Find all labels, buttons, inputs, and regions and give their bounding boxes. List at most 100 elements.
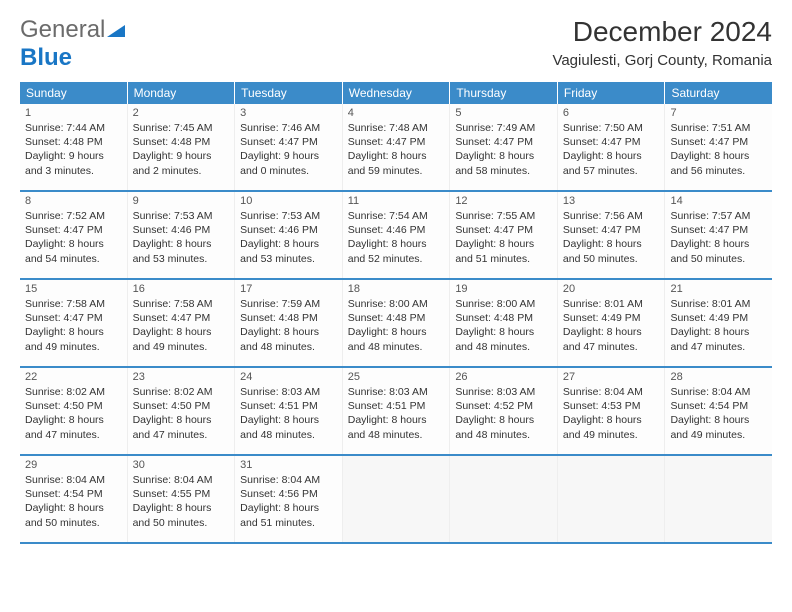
sunset-text: Sunset: 4:47 PM [670, 135, 767, 149]
daylight-text: Daylight: 9 hours [133, 149, 230, 163]
daylight-text: and 51 minutes. [455, 252, 552, 266]
day-number: 19 [455, 283, 552, 295]
day-number: 7 [670, 107, 767, 119]
dayname-monday: Monday [128, 82, 236, 104]
daylight-text: and 0 minutes. [240, 164, 337, 178]
sunset-text: Sunset: 4:47 PM [25, 223, 122, 237]
dayname-thursday: Thursday [450, 82, 558, 104]
day-cell-1: 1 Sunrise: 7:44 AMSunset: 4:48 PMDaylight… [20, 104, 128, 190]
daylight-text: Daylight: 8 hours [670, 149, 767, 163]
daylight-text: and 56 minutes. [670, 164, 767, 178]
sunset-text: Sunset: 4:49 PM [670, 311, 767, 325]
daylight-text: Daylight: 9 hours [25, 149, 122, 163]
sunrise-text: Sunrise: 8:02 AM [133, 385, 230, 399]
sunset-text: Sunset: 4:51 PM [348, 399, 445, 413]
daylight-text: and 50 minutes. [133, 516, 230, 530]
sunset-text: Sunset: 4:56 PM [240, 487, 337, 501]
sunrise-text: Sunrise: 7:58 AM [133, 297, 230, 311]
sunset-text: Sunset: 4:47 PM [133, 311, 230, 325]
sunset-text: Sunset: 4:50 PM [133, 399, 230, 413]
day-number: 2 [133, 107, 230, 119]
sunrise-text: Sunrise: 8:01 AM [670, 297, 767, 311]
daylight-text: Daylight: 8 hours [25, 501, 122, 515]
sunset-text: Sunset: 4:52 PM [455, 399, 552, 413]
daylight-text: Daylight: 8 hours [348, 413, 445, 427]
day-number: 11 [348, 195, 445, 207]
empty-cell [450, 456, 558, 542]
sunset-text: Sunset: 4:50 PM [25, 399, 122, 413]
sunset-text: Sunset: 4:47 PM [455, 223, 552, 237]
day-number: 28 [670, 371, 767, 383]
daylight-text: and 49 minutes. [133, 340, 230, 354]
daylight-text: and 53 minutes. [240, 252, 337, 266]
week-row: 29Sunrise: 8:04 AMSunset: 4:54 PMDayligh… [20, 456, 772, 544]
day-cell-6: 6Sunrise: 7:50 AMSunset: 4:47 PMDaylight… [558, 104, 666, 190]
brand-part1: General [20, 16, 105, 43]
day-number: 29 [25, 459, 122, 471]
sunrise-text: Sunrise: 7:46 AM [240, 121, 337, 135]
sunrise-text: Sunrise: 8:04 AM [25, 473, 122, 487]
daylight-text: and 50 minutes. [25, 516, 122, 530]
sunset-text: Sunset: 4:47 PM [563, 135, 660, 149]
empty-cell [665, 456, 772, 542]
day-cell-22: 22Sunrise: 8:02 AMSunset: 4:50 PMDayligh… [20, 368, 128, 454]
day-cell-21: 21Sunrise: 8:01 AMSunset: 4:49 PMDayligh… [665, 280, 772, 366]
day-number: 14 [670, 195, 767, 207]
day-number: 1 [25, 107, 122, 119]
daylight-text: Daylight: 8 hours [240, 237, 337, 251]
brand-text: General Blue [20, 16, 125, 72]
daylight-text: Daylight: 8 hours [455, 325, 552, 339]
daylight-text: and 49 minutes. [563, 428, 660, 442]
day-number: 9 [133, 195, 230, 207]
sunset-text: Sunset: 4:54 PM [25, 487, 122, 501]
daylight-text: Daylight: 8 hours [348, 237, 445, 251]
daylight-text: Daylight: 8 hours [563, 325, 660, 339]
sunrise-text: Sunrise: 8:00 AM [348, 297, 445, 311]
daylight-text: and 50 minutes. [563, 252, 660, 266]
sunset-text: Sunset: 4:47 PM [670, 223, 767, 237]
sunset-text: Sunset: 4:48 PM [240, 311, 337, 325]
daylight-text: Daylight: 8 hours [348, 149, 445, 163]
day-cell-23: 23Sunrise: 8:02 AMSunset: 4:50 PMDayligh… [128, 368, 236, 454]
day-number: 21 [670, 283, 767, 295]
daylight-text: and 48 minutes. [348, 340, 445, 354]
daylight-text: and 51 minutes. [240, 516, 337, 530]
month-title: December 2024 [552, 16, 772, 48]
day-number: 27 [563, 371, 660, 383]
dayname-tuesday: Tuesday [235, 82, 343, 104]
day-number: 16 [133, 283, 230, 295]
day-cell-20: 20Sunrise: 8:01 AMSunset: 4:49 PMDayligh… [558, 280, 666, 366]
daylight-text: and 48 minutes. [455, 428, 552, 442]
daylight-text: and 49 minutes. [670, 428, 767, 442]
daylight-text: Daylight: 8 hours [25, 325, 122, 339]
sunset-text: Sunset: 4:48 PM [348, 311, 445, 325]
day-number: 24 [240, 371, 337, 383]
sunset-text: Sunset: 4:49 PM [563, 311, 660, 325]
sunset-text: Sunset: 4:48 PM [25, 135, 122, 149]
sunrise-text: Sunrise: 7:50 AM [563, 121, 660, 135]
daylight-text: Daylight: 8 hours [240, 501, 337, 515]
sunrise-text: Sunrise: 7:44 AM [25, 121, 122, 135]
sunset-text: Sunset: 4:55 PM [133, 487, 230, 501]
day-number: 8 [25, 195, 122, 207]
sunrise-text: Sunrise: 7:58 AM [25, 297, 122, 311]
day-cell-15: 15Sunrise: 7:58 AMSunset: 4:47 PMDayligh… [20, 280, 128, 366]
daylight-text: and 47 minutes. [25, 428, 122, 442]
daylight-text: and 58 minutes. [455, 164, 552, 178]
sunrise-text: Sunrise: 8:04 AM [563, 385, 660, 399]
sunset-text: Sunset: 4:46 PM [133, 223, 230, 237]
daylight-text: Daylight: 8 hours [670, 413, 767, 427]
daylight-text: Daylight: 8 hours [240, 325, 337, 339]
daylight-text: Daylight: 8 hours [563, 149, 660, 163]
daylight-text: Daylight: 8 hours [455, 149, 552, 163]
day-cell-24: 24Sunrise: 8:03 AMSunset: 4:51 PMDayligh… [235, 368, 343, 454]
sunrise-text: Sunrise: 7:59 AM [240, 297, 337, 311]
sunset-text: Sunset: 4:47 PM [240, 135, 337, 149]
day-number: 22 [25, 371, 122, 383]
title-block: December 2024 Vagiulesti, Gorj County, R… [552, 16, 772, 69]
daylight-text: and 59 minutes. [348, 164, 445, 178]
dayname-wednesday: Wednesday [343, 82, 451, 104]
daylight-text: and 48 minutes. [240, 340, 337, 354]
daylight-text: and 47 minutes. [563, 340, 660, 354]
daylight-text: Daylight: 8 hours [348, 325, 445, 339]
